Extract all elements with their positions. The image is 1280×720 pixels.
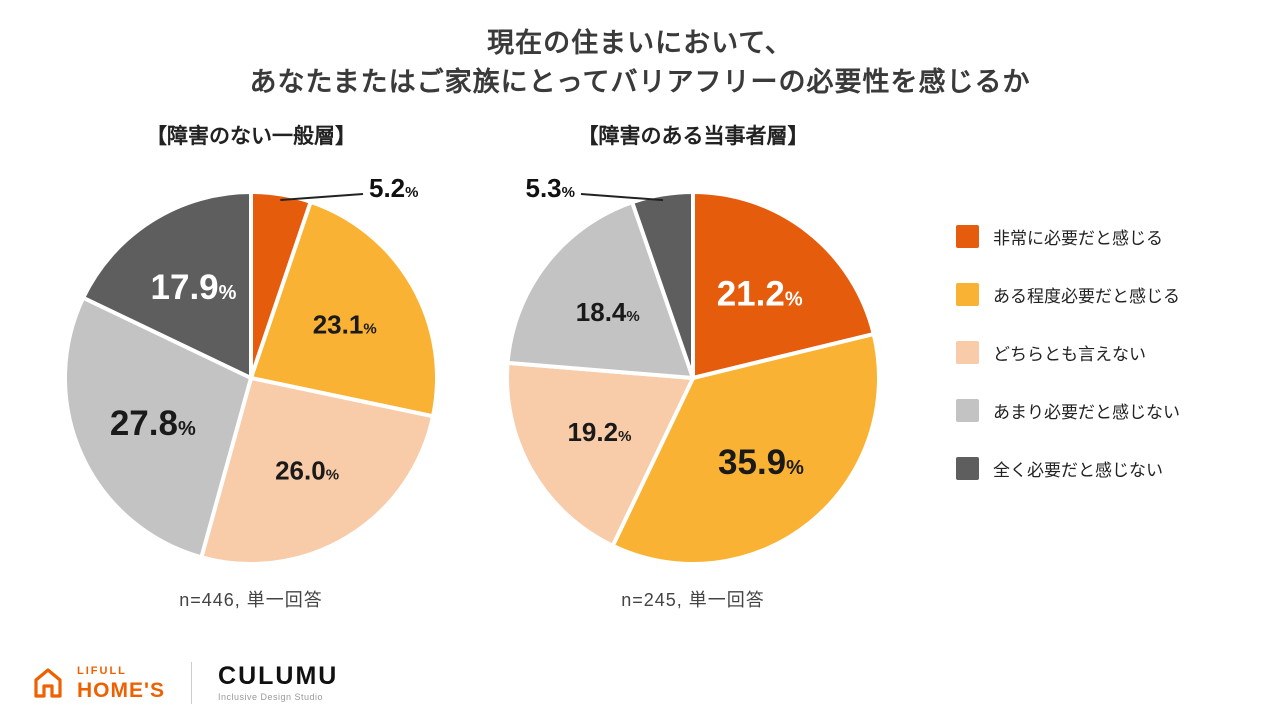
pie-slice bbox=[610, 332, 881, 567]
slice-percentage-label: 26.0% bbox=[275, 456, 339, 486]
charts-row: 【障害のない一般層】 5.2% 23.1% 26.0% 27.8% 17.9% n=44… bbox=[0, 104, 1280, 612]
lifull-wordmark: LIFULL HOME'S bbox=[77, 664, 166, 702]
footer-divider bbox=[191, 662, 193, 704]
chart-block-disabled: 【障害のある当事者層】 21.2% 35.9% 19.2% 18.4% 5.3% n=2… bbox=[472, 104, 914, 612]
slice-percentage-label: 19.2% bbox=[567, 417, 631, 447]
homes-product-text: HOME'S bbox=[77, 678, 166, 702]
legend-swatch bbox=[956, 399, 979, 423]
legend-label: 非常に必要だと感じる bbox=[993, 229, 1163, 249]
legend-item: 非常に必要だと感じる bbox=[956, 224, 1180, 249]
callout-leader-line bbox=[280, 193, 364, 202]
pie-chart-general: 5.2% 23.1% 26.0% 27.8% 17.9% bbox=[63, 173, 439, 567]
legend-label: どちらとも言えない bbox=[993, 345, 1146, 365]
pie-slice bbox=[505, 361, 695, 549]
legend: 非常に必要だと感じる ある程度必要だと感じる どちらとも言えないあまり必要だと感じな… bbox=[956, 224, 1180, 481]
page-title: 現在の住まいにおいて、 あなたまたはご家族にとってバリアフリーの必要性を感じるか bbox=[0, 0, 1280, 102]
legend-label: ある程度必要だと感じる bbox=[993, 287, 1180, 307]
slice-percentage-label: 17.9% bbox=[151, 268, 237, 307]
callout-leader-line bbox=[580, 193, 664, 202]
chart-general-heading: 【障害のない一般層】 bbox=[146, 125, 356, 149]
slice-percentage-label: 21.2% bbox=[717, 275, 803, 314]
chart-general-sample-note: n=446, 単一回答 bbox=[179, 590, 323, 611]
pie-slice bbox=[691, 190, 876, 381]
pie-slice bbox=[630, 190, 695, 381]
slice-percentage-label: 23.1% bbox=[313, 310, 377, 340]
house-icon bbox=[34, 668, 62, 698]
chart-disabled-sample-note: n=245, 単一回答 bbox=[621, 590, 765, 611]
lifull-homes-logo: LIFULL HOME'S bbox=[28, 663, 165, 703]
pie-chart-disabled: 21.2% 35.9% 19.2% 18.4% 5.3% bbox=[505, 173, 881, 567]
lifull-brand-text: LIFULL bbox=[77, 664, 127, 677]
chart-block-general: 【障害のない一般層】 5.2% 23.1% 26.0% 27.8% 17.9% n=44… bbox=[30, 104, 472, 612]
pie-slice bbox=[249, 200, 439, 419]
legend-label: あまり必要だと感じない bbox=[993, 403, 1180, 423]
title-line-2: あなたまたはご家族にとってバリアフリーの必要性を感じるか bbox=[249, 67, 1031, 98]
culumu-wordmark: CULUMU bbox=[218, 662, 339, 690]
legend-item: どちらとも言えない bbox=[956, 340, 1180, 365]
chart-disabled-heading: 【障害のある当事者層】 bbox=[577, 125, 809, 149]
pie-slice bbox=[63, 296, 253, 560]
pie-slice bbox=[81, 190, 253, 381]
footer: LIFULL HOME'S CULUMU Inclusive Design St… bbox=[28, 662, 338, 704]
slice-percentage-label: 35.9% bbox=[718, 443, 804, 482]
culumu-logo: CULUMU Inclusive Design Studio bbox=[218, 664, 338, 702]
title-line-1: 現在の住まいにおいて、 bbox=[487, 28, 793, 58]
slice-percentage-label: 5.2% bbox=[369, 173, 419, 203]
culumu-tagline: Inclusive Design Studio bbox=[218, 692, 324, 702]
legend-item: 全く必要だと感じない bbox=[956, 456, 1180, 481]
slice-percentage-label: 18.4% bbox=[576, 297, 640, 327]
legend-label: 全く必要だと感じない bbox=[993, 461, 1163, 481]
pie-slice bbox=[199, 376, 436, 567]
legend-swatch bbox=[956, 341, 979, 365]
legend-swatch bbox=[956, 225, 979, 249]
slice-percentage-label: 27.8% bbox=[110, 404, 196, 443]
slice-percentage-label: 5.3% bbox=[526, 173, 576, 203]
legend-swatch bbox=[956, 283, 979, 307]
legend-item: ある程度必要だと感じる bbox=[956, 282, 1180, 307]
legend-swatch bbox=[956, 457, 979, 481]
legend-item: あまり必要だと感じない bbox=[956, 398, 1180, 423]
